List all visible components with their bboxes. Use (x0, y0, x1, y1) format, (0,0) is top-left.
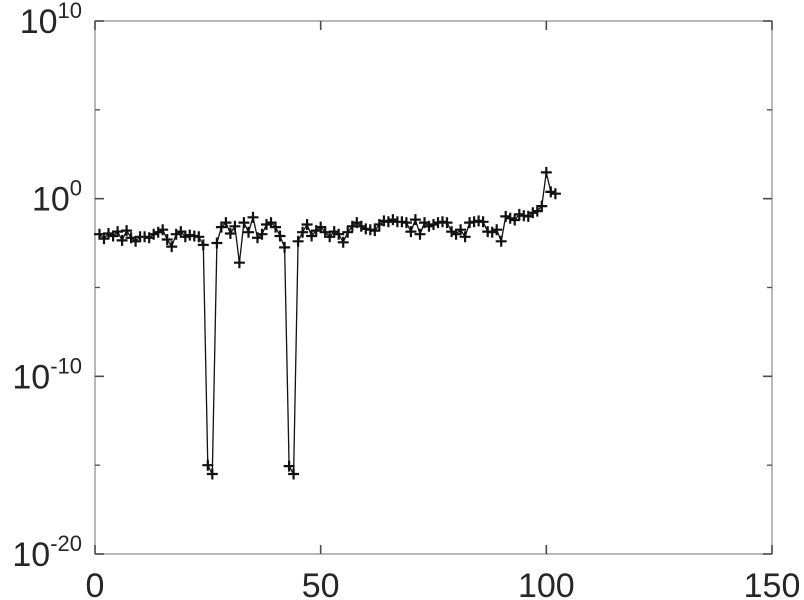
x-tick-label: 0 (86, 567, 105, 600)
plot-box (94, 20, 773, 555)
y-tick-label: 10-20 (12, 531, 82, 574)
y-tick-exponent: -20 (50, 531, 82, 556)
y-tick-label: 100 (32, 176, 82, 219)
y-tick-label: 10-10 (12, 353, 82, 396)
x-tick-label: 50 (302, 567, 340, 600)
y-tick-exponent: 0 (70, 176, 82, 201)
y-tick-label: 1010 (20, 0, 82, 41)
y-tick-exponent: 10 (58, 0, 82, 23)
y-tick-exponent: -10 (50, 353, 82, 378)
x-tick-label: 150 (744, 567, 801, 600)
data-markers (94, 166, 561, 480)
data-line (99, 172, 556, 477)
x-tick-label: 100 (518, 567, 575, 600)
